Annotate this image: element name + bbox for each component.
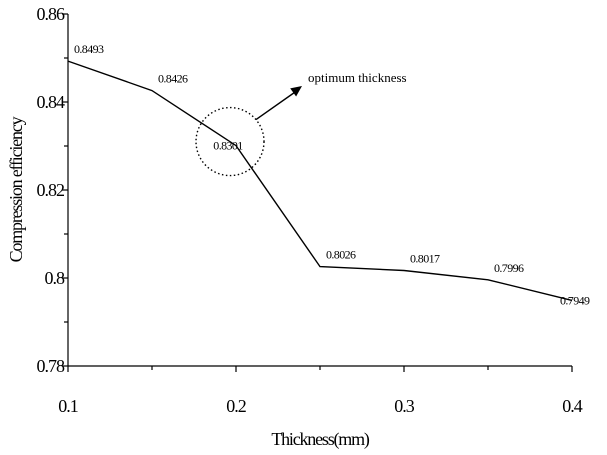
series-line	[67, 60, 573, 302]
x-tick-label: 0.1	[58, 396, 78, 416]
data-labels: 0.8493 0.8426 0.8301 0.8026 0.8017 0.7996 0.79…	[74, 42, 591, 307]
data-label: 0.8301	[213, 139, 243, 153]
y-tick-label: 0.78	[37, 356, 66, 376]
x-axis-ticks: 0.1 0.2 0.3 0.4	[58, 366, 584, 416]
x-tick-label: 0.4	[562, 396, 583, 416]
annotation-arrow	[255, 89, 299, 121]
y-axis-ticks: 0.78 0.8 0.82 0.84 0.86	[37, 4, 68, 376]
data-label: 0.7949	[560, 293, 590, 307]
data-label: 0.8026	[326, 248, 356, 262]
x-tick-label: 0.2	[226, 396, 246, 416]
y-tick-label: 0.8	[45, 268, 66, 288]
y-tick-label: 0.86	[37, 4, 66, 24]
annotation-optimum-thickness: optimum thickness	[308, 70, 407, 85]
y-tick-label: 0.82	[37, 180, 65, 200]
data-label: 0.8017	[410, 252, 440, 266]
data-label: 0.8493	[74, 42, 104, 56]
data-label: 0.8426	[158, 72, 188, 86]
x-axis-title: Thickness(mm)	[271, 429, 370, 450]
optimum-highlight-circle	[195, 106, 265, 177]
y-axis-title: Compression efficiency	[6, 116, 26, 262]
annotation-arrowhead	[290, 86, 302, 97]
x-tick-label: 0.3	[394, 396, 415, 416]
data-label: 0.7996	[494, 261, 524, 275]
y-tick-label: 0.84	[37, 92, 66, 112]
